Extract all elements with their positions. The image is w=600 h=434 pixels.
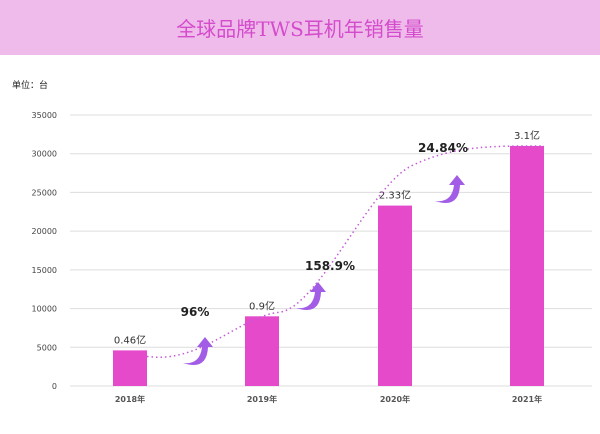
y-tick-label: 25000 xyxy=(32,188,57,197)
bar xyxy=(510,145,544,386)
growth-label: 158.9% xyxy=(305,259,355,273)
y-tick-label: 10000 xyxy=(32,305,57,314)
y-tick-label: 15000 xyxy=(32,266,57,275)
growth-label: 24.84% xyxy=(418,141,468,155)
growth-arrow-icon xyxy=(435,175,465,203)
chart-title: 全球品牌TWS耳机年销售量 xyxy=(176,17,424,41)
data-label: 3.1亿 xyxy=(514,129,540,142)
y-tick-label: 35000 xyxy=(32,111,57,120)
x-tick-label: 2020年 xyxy=(380,394,410,404)
growth-arrow-icon xyxy=(183,337,213,365)
bar xyxy=(378,205,412,386)
x-tick-label: 2021年 xyxy=(512,394,542,404)
y-tick-label: 5000 xyxy=(37,343,57,352)
bar xyxy=(245,316,279,386)
growth-label: 96% xyxy=(181,305,210,319)
y-tick-label: 30000 xyxy=(32,150,57,159)
trend-line xyxy=(146,145,545,359)
y-tick-label: 0 xyxy=(52,382,57,391)
data-label: 2.33亿 xyxy=(379,189,411,202)
unit-label: 单位：台 xyxy=(12,81,49,91)
y-tick-label: 20000 xyxy=(32,227,57,236)
title-banner: 全球品牌TWS耳机年销售量 xyxy=(0,0,600,55)
x-tick-label: 2018年 xyxy=(115,394,145,404)
growth-arrow-icon xyxy=(296,282,326,310)
x-tick-label: 2019年 xyxy=(247,394,277,404)
data-label: 0.46亿 xyxy=(114,333,146,346)
data-label: 0.9亿 xyxy=(249,299,275,312)
bar xyxy=(113,350,147,386)
